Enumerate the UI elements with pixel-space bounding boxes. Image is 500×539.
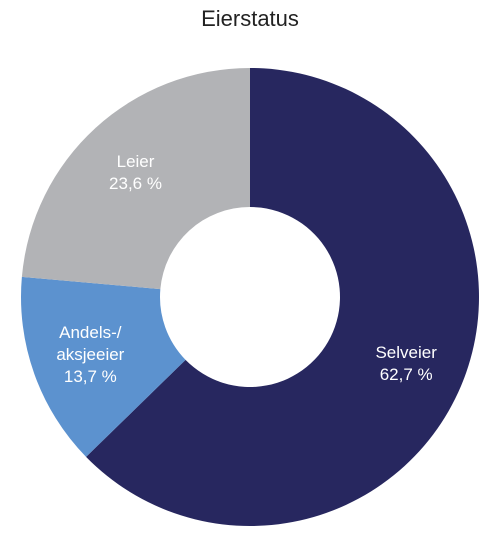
slice-category-label: Selveier (375, 343, 437, 362)
slice-value-label: 23,6 % (109, 174, 162, 193)
chart-title: Eierstatus (201, 6, 299, 31)
slice-category-label: Andels-/ (59, 323, 122, 342)
slice-label-0: Selveier 62,7 % (375, 343, 437, 384)
slice-category-label: Leier (117, 152, 155, 171)
slice-value-label: 13,7 % (64, 367, 117, 386)
slice-value-label: 62,7 % (380, 365, 433, 384)
donut-slice-1 (20, 276, 186, 457)
slice-category-label: aksjeeier (56, 345, 124, 364)
slice-label-1: Andels-/ aksjeeier 13,7 % (56, 323, 124, 386)
slice-label-2: Leier 23,6 % (109, 152, 162, 193)
donut-slice-0 (86, 68, 480, 526)
donut-slice-2 (21, 68, 250, 290)
